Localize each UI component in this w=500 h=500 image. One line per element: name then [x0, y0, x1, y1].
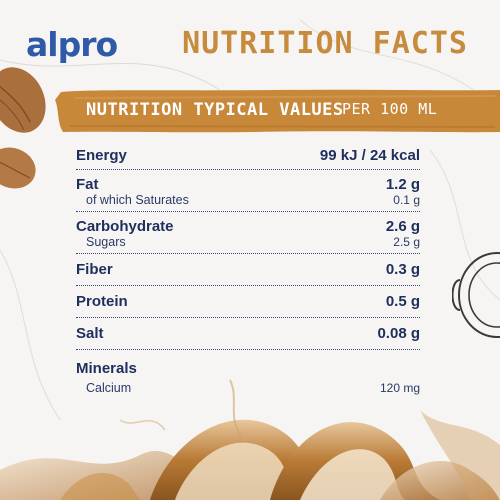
row-label: Minerals	[76, 360, 137, 377]
table-row: Carbohydrate 2.6 g Sugars 2.5 g	[76, 212, 420, 254]
row-sub-value: 0.1 g	[393, 193, 420, 207]
table-row: Fiber 0.3 g	[76, 254, 420, 286]
row-value: 2.6 g	[385, 218, 420, 235]
table-row: Protein 0.5 g	[76, 286, 420, 318]
row-value: 0.5 g	[385, 293, 420, 310]
row-label: Fat	[76, 176, 99, 193]
row-label: Carbohydrate	[76, 218, 174, 235]
row-label: Salt	[76, 325, 104, 342]
row-value: 0.08 g	[377, 325, 420, 342]
row-sub-label: of which Saturates	[86, 193, 189, 207]
row-sub-value: 120 mg	[379, 381, 420, 395]
row-label: Energy	[76, 147, 127, 164]
page-title: NUTRITION FACTS	[182, 26, 468, 61]
brand-logo: alpro	[26, 25, 118, 64]
row-sub-label: Sugars	[86, 235, 126, 249]
table-row: Energy 99 kJ / 24 kcal	[76, 142, 420, 170]
banner-left-label: NUTRITION TYPICAL VALUES	[86, 100, 344, 120]
row-sub-value: 2.5 g	[393, 235, 420, 249]
header-banner	[55, 89, 500, 133]
banner-right-label: PER 100 ML	[342, 100, 438, 118]
almond-icon	[0, 67, 46, 189]
nutrition-table: Energy 99 kJ / 24 kcal Fat 1.2 g of whic…	[76, 142, 420, 404]
row-sub-label: Calcium	[86, 381, 132, 395]
row-value: 99 kJ / 24 kcal	[319, 147, 420, 164]
row-value: 1.2 g	[385, 176, 420, 193]
row-value: 0.3 g	[385, 261, 420, 278]
table-row: Salt 0.08 g	[76, 318, 420, 350]
row-label: Fiber	[76, 261, 113, 278]
row-label: Protein	[76, 293, 128, 310]
cup-icon	[452, 252, 500, 338]
table-row: Minerals Calcium 120 mg	[76, 350, 420, 404]
table-row: Fat 1.2 g of which Saturates 0.1 g	[76, 170, 420, 212]
